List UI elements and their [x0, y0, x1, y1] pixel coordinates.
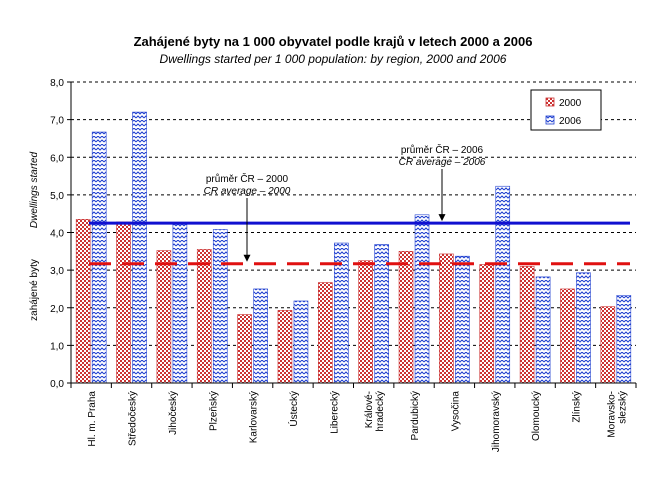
- x-tick-label-line: Moravsko-: [606, 391, 617, 438]
- bar-2000: [560, 288, 575, 384]
- legend-swatch-2006: [545, 115, 555, 125]
- bar-2000: [277, 310, 293, 384]
- y-tick-label: 6,0: [50, 153, 64, 164]
- chart-title: Zahájené byty na 1 000 obyvatel podle kr…: [133, 34, 533, 49]
- bar-2006: [293, 300, 309, 384]
- avg-2006-label: průměr ČR – 2006: [401, 143, 484, 156]
- bar-2000: [358, 260, 373, 384]
- x-tick-label-line: Středočeský: [128, 391, 139, 446]
- y-tick-label: 4,0: [50, 229, 64, 240]
- bar-2000: [398, 251, 414, 384]
- bar-2006: [374, 244, 389, 384]
- x-tick-label: Olomoucký: [531, 391, 542, 441]
- x-tick-label-line: Hl. m. Praha: [87, 391, 98, 447]
- reference-lines: [89, 221, 630, 266]
- bar-2000: [519, 266, 535, 384]
- x-tick-label-line: Karlovarský: [249, 391, 260, 443]
- bar-2006: [616, 295, 632, 384]
- bars: [75, 111, 632, 384]
- x-tick-label-line: slezský: [617, 391, 628, 424]
- x-tick-label: Hl. m. Praha: [87, 391, 98, 447]
- bar-2000: [75, 219, 91, 384]
- legend-label-2000: 2000: [559, 98, 582, 109]
- x-tick-label: Zlínský: [571, 391, 582, 423]
- y-tick-label: 5,0: [50, 191, 64, 202]
- x-tick-label-line: hradecký: [375, 391, 386, 432]
- avg-2000-label-en: CR average – 2000: [204, 186, 291, 197]
- chart-subtitle: Dwellings started per 1 000 population: …: [159, 52, 507, 66]
- avg-2000-label: průměr ČR – 2000: [206, 172, 289, 185]
- avg-2000-arrowhead: [243, 254, 251, 262]
- bar-2006: [132, 111, 147, 384]
- x-tick-label: Plzeňský: [208, 391, 219, 431]
- legend-swatch-2000: [545, 97, 555, 107]
- legend-label-2006: 2006: [559, 116, 582, 127]
- avg-2006-label-en: CR average – 2006: [399, 157, 486, 168]
- x-tick-label-line: Pardubický: [410, 391, 421, 440]
- x-tick-label-line: Liberecký: [329, 391, 340, 434]
- bar-2000: [318, 282, 333, 384]
- y-axis-title-en: Dwellings started: [29, 151, 40, 228]
- x-tick-label: Moravsko-slezský: [606, 391, 628, 438]
- y-tick-label: 0,0: [50, 379, 64, 390]
- x-tick-label: Ústecký: [287, 391, 300, 427]
- bar-2006: [414, 214, 430, 384]
- labels: 0,0 1,0 2,0 3,0 4,0 5,0 6,0 7,0 8,0 Hl. m. Praha S…: [29, 78, 628, 452]
- y-axis-title: zahájené byty: [29, 259, 40, 321]
- legend-box: [530, 89, 602, 131]
- x-tick-label: Karlovarský: [249, 391, 260, 443]
- bar-2006: [253, 288, 268, 384]
- bar-2000: [439, 253, 454, 384]
- avg-2006-arrowhead: [438, 214, 446, 222]
- x-tick-label: Liberecký: [329, 391, 340, 434]
- y-tick-label: 2,0: [50, 304, 64, 315]
- y-tick-label: 7,0: [50, 116, 64, 127]
- bar-2000: [156, 250, 172, 384]
- x-tick-label: Jihočeský: [168, 391, 179, 435]
- bar-2006: [455, 255, 470, 384]
- x-tick-label-line: Vysočina: [450, 391, 461, 432]
- x-tick-label-line: Olomoucký: [531, 391, 542, 441]
- x-tick-label-line: Jihomoravský: [491, 391, 502, 452]
- x-tick-label: Jihomoravský: [491, 391, 502, 452]
- x-tick-label: Vysočina: [450, 391, 461, 432]
- legend: 2000 2006: [530, 89, 602, 131]
- bar-2006: [495, 185, 511, 384]
- x-tick-label: Králové-hradecký: [364, 391, 386, 432]
- bar-2006: [576, 272, 591, 384]
- bar-2006: [212, 229, 228, 384]
- x-tick-label-line: Plzeňský: [208, 391, 219, 431]
- y-tick-label: 3,0: [50, 266, 64, 277]
- bar-2000: [237, 314, 252, 384]
- bar-2006: [91, 131, 107, 384]
- x-tick-label-line: Zlínský: [571, 391, 582, 423]
- x-tick-label-line: Králové-: [364, 391, 375, 428]
- bar-2000: [479, 264, 495, 384]
- bar-2000: [196, 249, 212, 384]
- bar-2006: [535, 276, 551, 384]
- x-tick-label: Středočeský: [128, 391, 139, 446]
- bar-2000: [600, 306, 616, 384]
- x-tick-label-line: Jihočeský: [168, 391, 179, 435]
- bar-2006: [172, 223, 188, 384]
- x-tick-label: Pardubický: [410, 391, 421, 440]
- x-tick-label-line: Ústecký: [287, 391, 300, 427]
- y-tick-label: 8,0: [50, 78, 64, 89]
- bar-2000: [116, 221, 131, 384]
- y-tick-label: 1,0: [50, 341, 64, 352]
- axes: [67, 81, 637, 388]
